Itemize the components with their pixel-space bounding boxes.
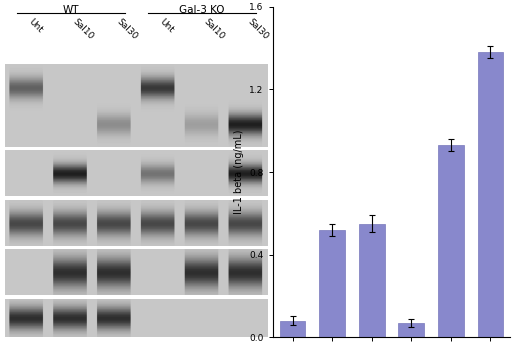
Text: Gal-3 KO: Gal-3 KO [179,4,225,14]
Bar [359,224,384,337]
Text: Sal30: Sal30 [114,18,139,42]
Text: WT: WT [63,4,79,14]
Bar [398,323,424,337]
Text: ← Procasp-1: ← Procasp-1 [273,121,327,130]
Text: Sal10: Sal10 [71,18,95,42]
Bar [478,52,503,337]
Text: Unt: Unt [159,18,176,35]
Bar [319,230,345,337]
Text: Unt: Unt [27,18,45,35]
Bar [438,145,464,337]
Text: ← p20: ← p20 [273,77,300,86]
Text: Sal10: Sal10 [202,18,226,42]
Bar [280,321,306,337]
Y-axis label: IL-1 beta (ng/mL): IL-1 beta (ng/mL) [234,130,244,214]
Text: ← Gal-3: ← Gal-3 [273,313,308,322]
Text: ← Procasp-1: ← Procasp-1 [273,218,327,227]
Text: ← Pro-IL-1b: ← Pro-IL-1b [273,268,323,277]
Text: ← IL-1b: ← IL-1b [273,169,306,178]
Text: Sal30: Sal30 [246,18,270,42]
